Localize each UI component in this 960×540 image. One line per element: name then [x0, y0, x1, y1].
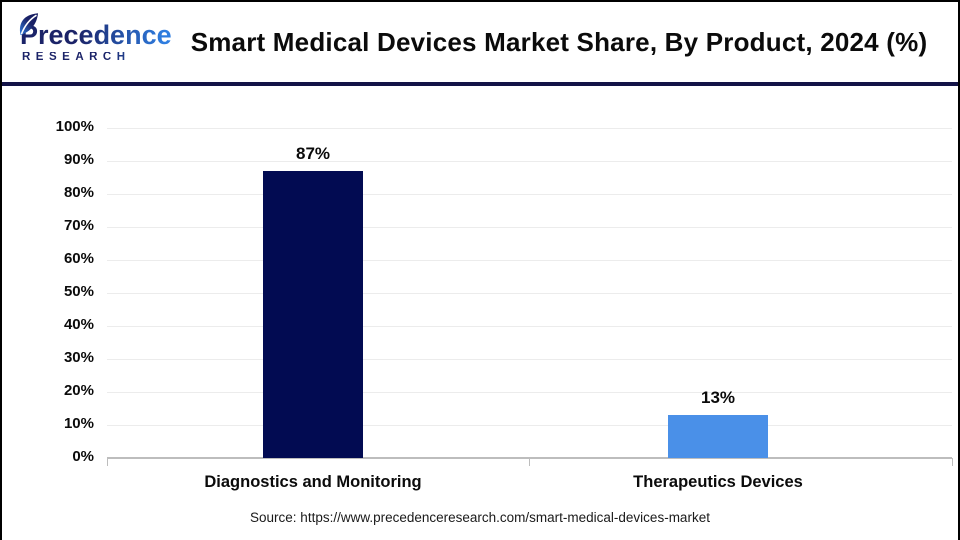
bar-value-label: 13% [700, 388, 736, 408]
y-tick-label: 90% [63, 151, 94, 168]
gridline [107, 326, 952, 327]
x-axis-tick [106, 458, 108, 466]
logo-brand-text: Precedence [19, 13, 172, 51]
y-tick-label: 30% [63, 349, 94, 366]
gridline [107, 359, 952, 360]
precedence-research-logo: Precedence RESEARCH [2, 13, 174, 64]
bar-therapeutics-devices[interactable] [668, 415, 768, 458]
y-tick-label: 50% [63, 283, 94, 300]
logo-sub-label: RESEARCH [20, 52, 174, 64]
x-axis-tick [529, 458, 530, 466]
y-tick-label: 100% [55, 118, 94, 135]
gridline [107, 128, 952, 129]
x-category-label: Diagnostics and Monitoring [204, 473, 422, 491]
y-tick-label: 20% [63, 382, 94, 399]
y-tick-label: 60% [63, 250, 94, 267]
precedence-leaf-icon [19, 13, 38, 36]
header-divider [2, 82, 958, 86]
gridline [107, 293, 952, 294]
y-tick-label: 70% [63, 217, 94, 234]
gridline [107, 425, 952, 426]
gridline [107, 161, 952, 162]
gridline [107, 260, 952, 261]
y-tick-label: 10% [63, 415, 94, 432]
logo-brand-label: Precedence [20, 20, 172, 51]
source-citation: Source: https://www.precedenceresearch.c… [250, 510, 710, 525]
gridline [107, 392, 952, 393]
bar-value-label: 87% [295, 143, 331, 163]
y-tick-label: 80% [63, 184, 94, 201]
bar-diagnostics-and-monitoring[interactable] [263, 170, 363, 458]
y-tick-label: 0% [72, 448, 94, 465]
chart-title: Smart Medical Devices Market Share, By P… [190, 26, 928, 57]
y-tick-label: 40% [63, 316, 94, 333]
gridline [107, 227, 952, 228]
bar-chart-area: Source: https://www.precedenceresearch.c… [2, 86, 958, 540]
gridline [107, 194, 952, 195]
x-category-label: Therapeutics Devices [633, 473, 803, 491]
header: Precedence RESEARCH Smart Medical Device… [2, 2, 958, 82]
x-axis-tick [951, 458, 953, 466]
